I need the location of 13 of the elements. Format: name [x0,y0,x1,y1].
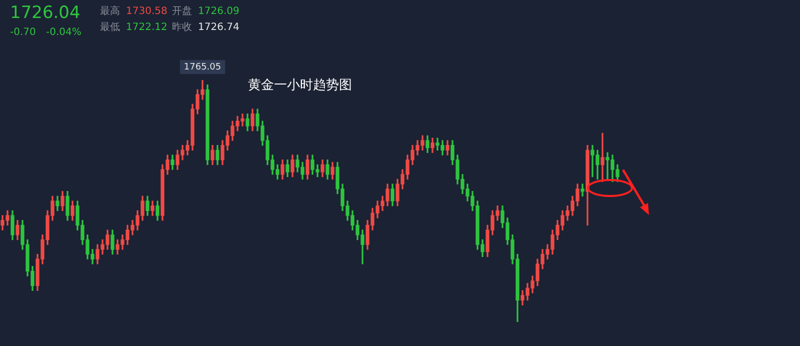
text: 1726.09 [198,6,240,17]
text: 开盘 [172,6,192,17]
text: 最高 [100,6,120,17]
text: 1726.74 [198,22,240,33]
text: -0.70 [10,27,36,38]
text: 1726.04 [10,3,80,23]
annotation: 1765.05 [184,62,222,72]
text: 昨收 [172,22,192,33]
text: -0.04% [46,27,82,38]
text: 1722.12 [126,22,168,33]
chart-title: 黄金一小时趋势图 [248,77,352,94]
text: 最低 [100,22,120,33]
text: 1730.58 [126,6,168,17]
